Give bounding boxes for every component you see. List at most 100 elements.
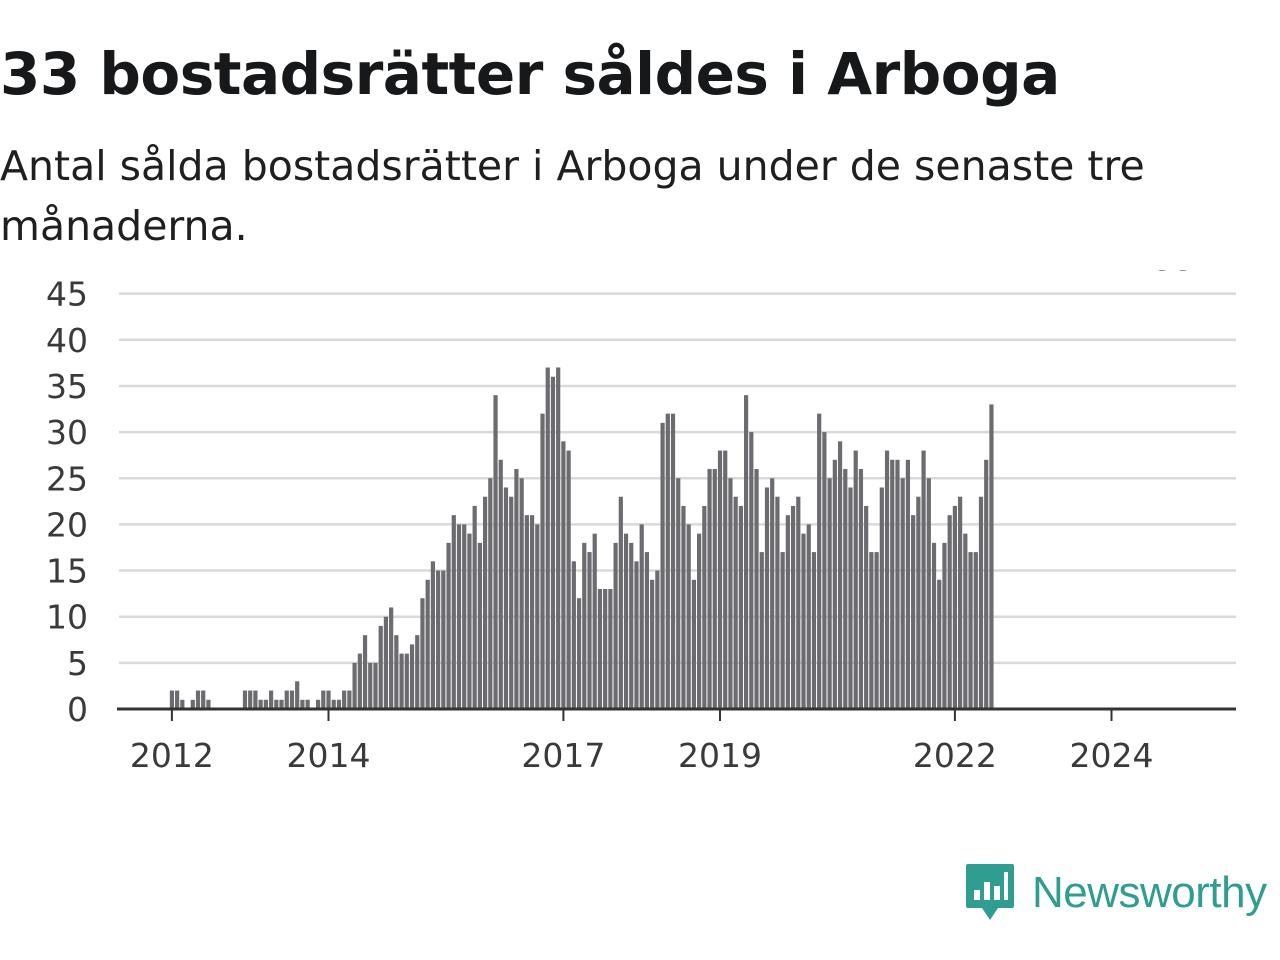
y-tick-label: 15 — [46, 552, 88, 591]
bar — [931, 542, 937, 709]
bar — [717, 450, 723, 709]
bar — [984, 459, 989, 709]
bar — [890, 459, 895, 709]
x-tick-label: 2024 — [1070, 736, 1154, 775]
bar — [785, 515, 790, 709]
bar — [796, 496, 801, 709]
bar — [550, 376, 556, 709]
y-axis-ticks: 0 5 10 15 20 25 30 35 40 45 — [46, 275, 88, 729]
bar — [315, 699, 321, 709]
bar — [963, 533, 968, 709]
bar — [869, 552, 874, 709]
bar — [660, 422, 665, 709]
bar — [368, 662, 373, 709]
bar — [258, 699, 263, 709]
bar — [608, 589, 613, 709]
bar — [300, 699, 305, 709]
bar — [655, 570, 660, 709]
bar — [394, 635, 399, 709]
bar — [425, 579, 430, 709]
newsworthy-logo: Newsworthy — [964, 862, 1267, 924]
bar — [806, 524, 811, 709]
bar — [895, 459, 900, 709]
bar — [639, 524, 644, 709]
bar — [566, 450, 571, 709]
chart-title: 33 bostadsrätter såldes i Arboga — [0, 40, 1060, 108]
y-tick-label: 0 — [67, 690, 88, 729]
bar — [817, 413, 822, 709]
bar — [759, 552, 764, 709]
bar — [483, 496, 488, 709]
bar — [274, 699, 279, 709]
bar — [378, 625, 383, 709]
bar — [618, 496, 623, 709]
x-tick-label: 2019 — [678, 736, 762, 775]
bar — [837, 441, 843, 709]
bar — [592, 533, 597, 709]
bar-chart-speech-bubble-icon — [966, 864, 1014, 920]
y-tick-label: 30 — [46, 413, 88, 452]
bar — [362, 635, 368, 709]
bar — [947, 515, 952, 709]
bar — [937, 579, 942, 709]
y-tick-label: 25 — [46, 459, 88, 498]
bar — [321, 690, 326, 709]
bar — [702, 505, 707, 709]
bar — [326, 690, 331, 709]
bar — [780, 552, 785, 709]
bar — [884, 450, 890, 709]
bar — [488, 478, 493, 709]
bar — [415, 635, 420, 709]
bar — [467, 533, 472, 709]
bar — [738, 505, 743, 709]
bar — [352, 662, 357, 709]
bar — [582, 542, 587, 709]
x-tick-label: 2014 — [287, 736, 371, 775]
bar — [989, 404, 994, 709]
bar — [827, 478, 832, 709]
bar — [853, 450, 858, 709]
chart-subtitle: Antal sålda bostadsrätter i Arboga under… — [0, 142, 1145, 250]
bar — [644, 552, 650, 709]
bar — [195, 690, 201, 709]
bar — [342, 690, 347, 709]
x-axis-ticks: 2012 2014 2017 2019 2022 2024 — [130, 709, 1154, 775]
bar — [879, 487, 884, 709]
bar — [498, 459, 503, 709]
y-tick-label: 35 — [46, 367, 88, 406]
bar — [744, 395, 749, 709]
bar — [253, 690, 258, 709]
bar — [770, 478, 775, 709]
bar — [295, 681, 300, 709]
bar — [958, 496, 963, 709]
bar — [603, 589, 608, 709]
bar — [921, 450, 926, 709]
bar — [973, 552, 978, 709]
bar — [650, 579, 655, 709]
bar — [201, 690, 206, 709]
bar — [749, 432, 754, 709]
brand-name: Newsworthy — [1032, 868, 1267, 917]
bar — [822, 432, 827, 709]
bar — [545, 367, 550, 709]
bar — [691, 579, 696, 709]
bar — [613, 542, 618, 709]
bar — [576, 598, 582, 709]
bar — [519, 478, 524, 709]
bar — [357, 653, 362, 709]
bar — [832, 459, 837, 709]
x-tick-label: 2022 — [913, 736, 997, 775]
bar — [764, 487, 770, 709]
bar — [942, 542, 947, 709]
bar — [436, 570, 441, 709]
bar — [670, 413, 676, 709]
bar — [242, 690, 248, 709]
bar — [801, 533, 806, 709]
bar — [754, 469, 759, 709]
bar — [968, 552, 973, 709]
bar — [952, 505, 957, 709]
bar — [289, 690, 295, 709]
bar — [561, 441, 566, 709]
bar — [723, 450, 728, 709]
bar — [279, 699, 284, 709]
